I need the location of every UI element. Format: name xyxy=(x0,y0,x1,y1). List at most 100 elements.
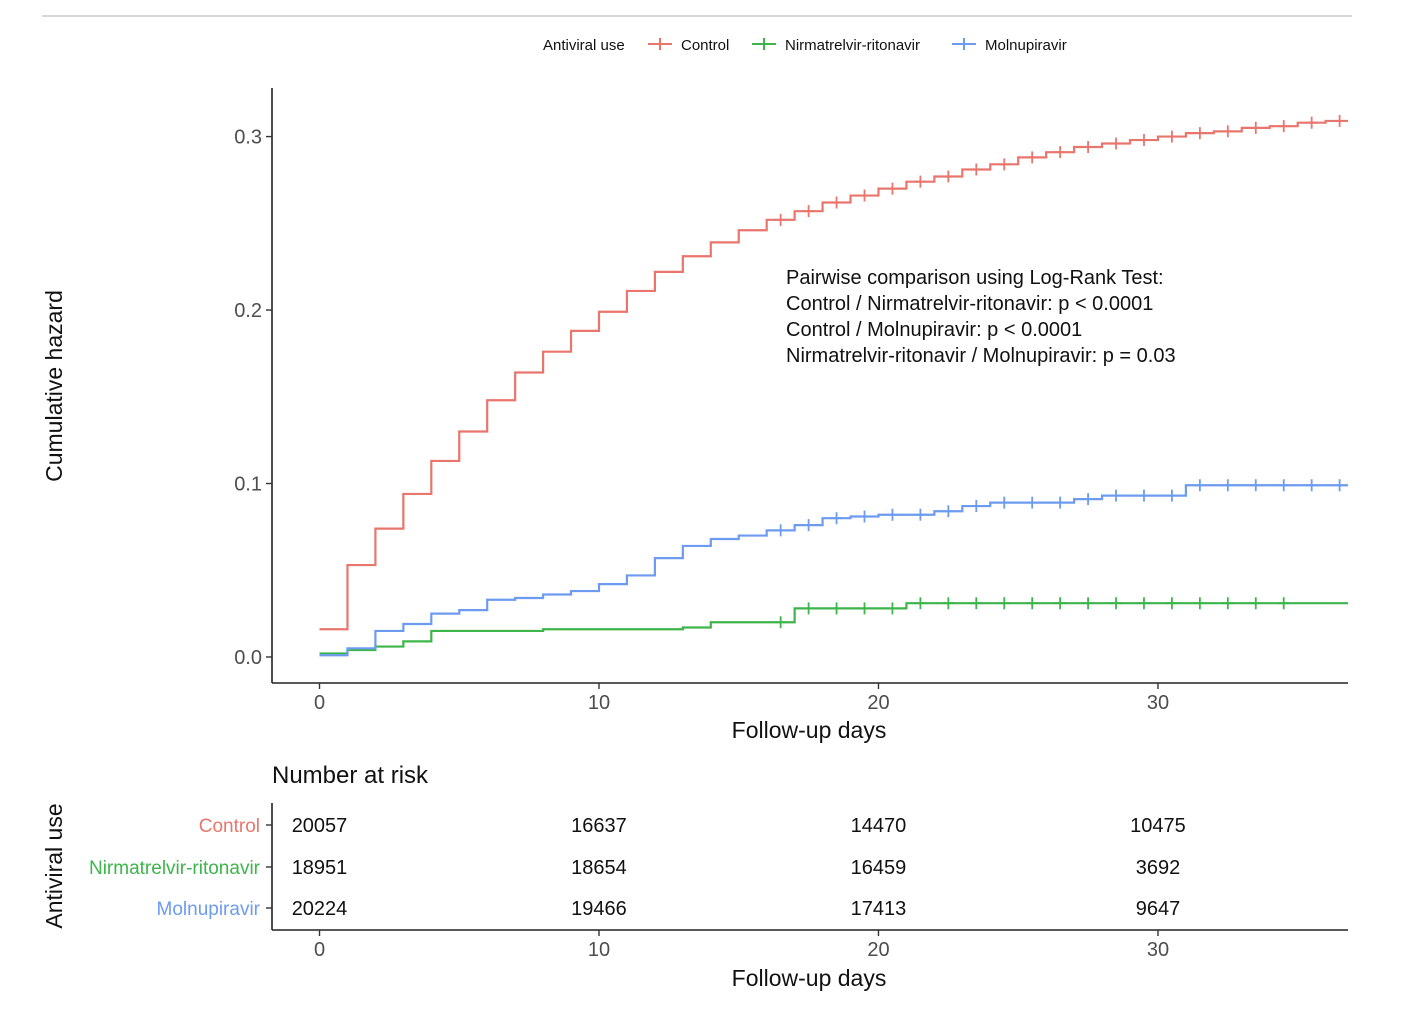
legend-title: Antiviral use xyxy=(543,37,625,54)
annotation-line: Pairwise comparison using Log-Rank Test: xyxy=(786,267,1164,289)
legend: Antiviral use Control Nirmatrelvir-ritonav… xyxy=(543,37,1067,54)
nirmatrelvir-ritonavir-censor-mark xyxy=(774,616,787,629)
y-axis-title: Cumulative hazard xyxy=(41,290,67,482)
annotation-line: Control / Molnupiravir: p < 0.0001 xyxy=(786,319,1082,341)
legend-entry-control: Control xyxy=(648,37,729,54)
molnupiravir-censor-mark xyxy=(1082,493,1095,506)
risk-cell: 17413 xyxy=(851,898,907,920)
control-censor-mark xyxy=(1333,114,1346,127)
risk-table-title: Number at risk xyxy=(272,762,429,789)
nirmatrelvir-ritonavir-censor-mark xyxy=(802,602,815,615)
y-tick-label: 0.0 xyxy=(234,647,262,669)
nirmatrelvir-ritonavir-censor-mark xyxy=(1165,597,1178,610)
nirmatrelvir-ritonavir-censor-mark xyxy=(942,597,955,610)
molnupiravir-censor-mark xyxy=(998,496,1011,509)
control-censor-mark xyxy=(1054,146,1067,159)
nirmatrelvir-ritonavir-censor-mark xyxy=(1193,597,1206,610)
risk-x-tick-label: 0 xyxy=(314,939,325,961)
nirmatrelvir-ritonavir-censor-mark xyxy=(1249,597,1262,610)
risk-table-x-title: Follow-up days xyxy=(732,965,887,991)
risk-cell: 10475 xyxy=(1130,815,1186,837)
risk-cell: 14470 xyxy=(851,815,907,837)
control-censor-mark xyxy=(914,175,927,188)
molnupiravir-censor-mark xyxy=(774,524,787,537)
main-plot-axes: 0.0 0.1 0.2 0.3 0 10 20 30 xyxy=(234,88,1348,714)
molnupiravir-censor-mark xyxy=(1333,479,1346,492)
main-plot-series xyxy=(319,114,1348,657)
risk-x-tick-label: 10 xyxy=(588,939,610,961)
nirmatrelvir-ritonavir-censor-mark xyxy=(998,597,1011,610)
control-censor-mark xyxy=(1193,127,1206,140)
molnupiravir-censor-mark xyxy=(1054,496,1067,509)
x-tick-label: 20 xyxy=(867,692,889,714)
control-censor-mark xyxy=(1249,121,1262,134)
molnupiravir-censor-mark xyxy=(1277,479,1290,492)
control-censor-mark xyxy=(1137,134,1150,147)
risk-table-y-title: Antiviral use xyxy=(41,803,67,928)
molnupiravir-censor-mark xyxy=(1221,479,1234,492)
nirmatrelvir-ritonavir-censor-mark xyxy=(1277,597,1290,610)
risk-cell: 16637 xyxy=(571,815,627,837)
molnupiravir-censor-mark xyxy=(886,508,899,521)
control-censor-mark xyxy=(774,213,787,226)
nirmatrelvir-ritonavir-censor-mark xyxy=(886,602,899,615)
risk-cell: 20224 xyxy=(292,898,348,920)
control-censor-mark xyxy=(886,182,899,195)
annotation-line: Nirmatrelvir-ritonavir / Molnupiravir: p… xyxy=(786,345,1176,367)
risk-cell: 16459 xyxy=(851,857,907,879)
x-tick-label: 30 xyxy=(1147,692,1169,714)
molnupiravir-censor-mark xyxy=(858,510,871,523)
risk-cell: 20057 xyxy=(292,815,348,837)
legend-label: Molnupiravir xyxy=(985,37,1067,54)
control-censor-mark xyxy=(970,163,983,176)
control-censor-mark xyxy=(1277,120,1290,133)
control-censor-mark xyxy=(830,196,843,209)
control-censor-mark xyxy=(858,189,871,202)
control-censor-mark xyxy=(1026,151,1039,164)
molnupiravir-censor-mark xyxy=(1110,489,1123,502)
risk-row-label-nirmatrelvir-ritonavir: Nirmatrelvir-ritonavir xyxy=(89,858,261,879)
molnupiravir-censor-mark xyxy=(830,512,843,525)
nirmatrelvir-ritonavir-censor-mark xyxy=(1110,597,1123,610)
nirmatrelvir-ritonavir-censor-mark xyxy=(830,602,843,615)
control-censor-mark xyxy=(1221,125,1234,138)
legend-label: Nirmatrelvir-ritonavir xyxy=(785,37,920,54)
molnupiravir-censor-mark xyxy=(1165,489,1178,502)
annotation-line: Control / Nirmatrelvir-ritonavir: p < 0.… xyxy=(786,293,1153,315)
molnupiravir-censor-mark xyxy=(970,500,983,513)
control-censor-mark xyxy=(1110,137,1123,150)
molnupiravir-censor-mark xyxy=(1193,479,1206,492)
x-tick-label: 0 xyxy=(314,692,325,714)
y-tick-label: 0.1 xyxy=(234,474,262,496)
y-tick-label: 0.2 xyxy=(234,300,262,322)
molnupiravir-censor-mark xyxy=(1305,479,1318,492)
nirmatrelvir-ritonavir-censor-mark xyxy=(1026,597,1039,610)
legend-entry-molnupiravir: Molnupiravir xyxy=(952,37,1067,54)
log-rank-annotation: Pairwise comparison using Log-Rank Test:… xyxy=(786,267,1176,367)
control-censor-mark xyxy=(942,170,955,183)
control-curve xyxy=(319,119,1348,631)
molnupiravir-censor-mark xyxy=(1249,479,1262,492)
molnupiravir-censor-mark xyxy=(1137,489,1150,502)
risk-cell: 18951 xyxy=(292,857,348,879)
risk-x-tick-label: 30 xyxy=(1147,939,1169,961)
risk-cell: 18654 xyxy=(571,857,627,879)
risk-table: Control 20057 16637 14470 10475 Nirmatrelvir-… xyxy=(89,803,1348,961)
control-censor-mark xyxy=(1082,140,1095,153)
molnupiravir-censor-mark xyxy=(914,508,927,521)
x-tick-label: 10 xyxy=(588,692,610,714)
nirmatrelvir-ritonavir-censor-mark xyxy=(970,597,983,610)
molnupiravir-censor-mark xyxy=(1026,496,1039,509)
molnupiravir-curve xyxy=(319,484,1348,657)
risk-x-tick-label: 20 xyxy=(867,939,889,961)
legend-label: Control xyxy=(681,37,729,54)
molnupiravir-censor-mark xyxy=(942,505,955,518)
y-tick-label: 0.3 xyxy=(234,127,262,149)
risk-cell: 9647 xyxy=(1136,898,1181,920)
risk-cell: 19466 xyxy=(571,898,627,920)
molnupiravir-censor-mark xyxy=(802,519,815,532)
nirmatrelvir-ritonavir-censor-mark xyxy=(1054,597,1067,610)
nirmatrelvir-ritonavir-censor-mark xyxy=(1137,597,1150,610)
legend-entry-nirmatrelvir-ritonavir: Nirmatrelvir-ritonavir xyxy=(752,37,920,54)
